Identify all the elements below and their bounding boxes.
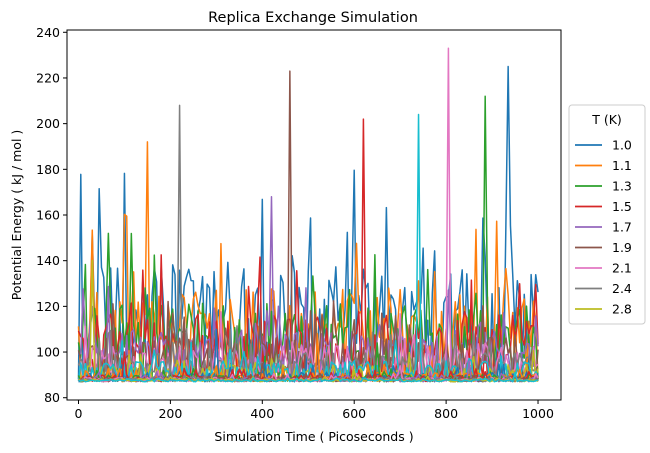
legend-label: 1.5 [612, 199, 632, 214]
y-axis: 80 100 120 140 160 180 200 220 240 [36, 25, 67, 405]
legend-label: 1.3 [612, 179, 632, 194]
y-tick-label: 80 [44, 390, 60, 405]
y-tick-label: 180 [36, 162, 60, 177]
x-tick-label: 800 [434, 406, 458, 421]
legend-label: 1.1 [612, 158, 632, 173]
x-tick-label: 400 [250, 406, 274, 421]
legend-label: 2.1 [612, 261, 632, 276]
y-tick-label: 160 [36, 208, 60, 223]
x-tick-label: 200 [158, 406, 182, 421]
legend-label: 1.9 [612, 240, 632, 255]
x-axis: 0 200 400 600 800 1000 [75, 400, 554, 421]
legend-box [568, 104, 646, 325]
series-line [78, 371, 539, 383]
x-tick-label: 600 [342, 406, 366, 421]
series-line [77, 104, 539, 383]
y-tick-label: 100 [36, 345, 60, 360]
y-tick-label: 140 [36, 253, 60, 268]
y-tick-label: 240 [36, 25, 60, 40]
y-tick-label: 220 [36, 70, 60, 85]
y-tick-label: 120 [36, 299, 60, 314]
legend-label: 1.7 [612, 220, 632, 235]
y-axis-label: Potential Energy ( kJ / mol ) [9, 130, 24, 301]
x-tick-label: 1000 [522, 406, 554, 421]
legend-entries: 1.0 1.1 1.3 1.5 1.7 1.9 2.1 2.4 2.8 [575, 138, 632, 317]
y-tick-label: 200 [36, 116, 60, 131]
legend-label: 2.4 [612, 281, 632, 296]
legend-title: T (K) [591, 112, 622, 127]
x-tick-label: 0 [75, 406, 83, 421]
chart-title: Replica Exchange Simulation [208, 10, 418, 26]
legend-label: 2.8 [612, 302, 632, 317]
legend-label: 1.0 [612, 138, 632, 153]
x-axis-label: Simulation Time ( Picoseconds ) [214, 429, 413, 444]
legend: T (K) 1.0 1.1 1.3 1.5 1.7 1.9 2.1 2.4 2.8 [568, 104, 646, 325]
series-layer [77, 47, 539, 383]
